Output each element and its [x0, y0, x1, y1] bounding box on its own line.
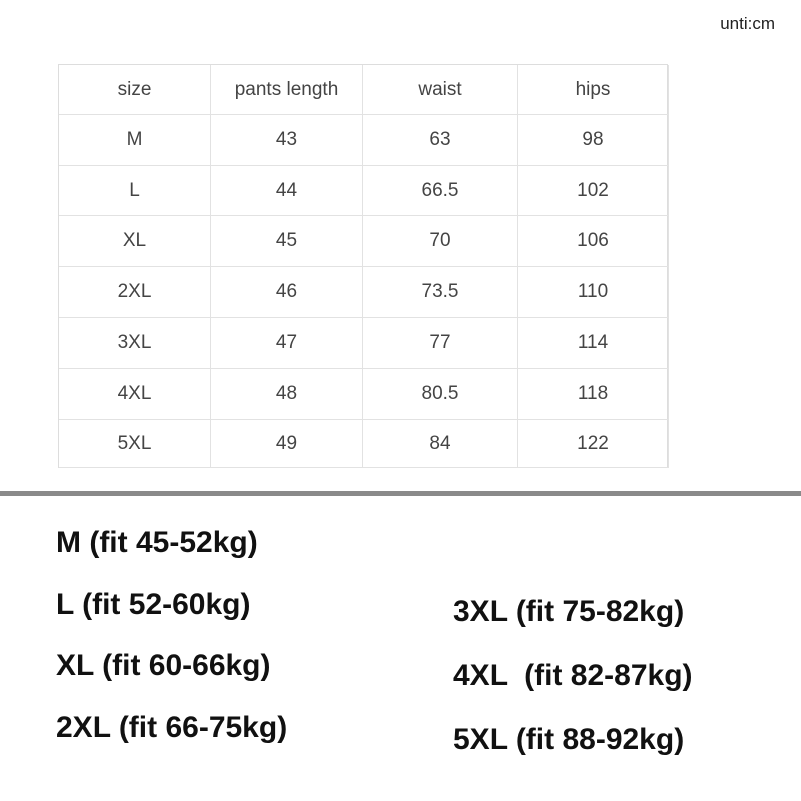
table-cell: L — [59, 166, 211, 216]
table-cell: 70 — [363, 216, 518, 267]
fit-item: L (fit 52-60kg) — [56, 588, 251, 621]
unit-label: unti:cm — [720, 14, 775, 33]
fit-item: M (fit 45-52kg) — [56, 526, 258, 559]
table-cell: 45 — [211, 216, 363, 267]
header-cell: pants length — [211, 65, 363, 115]
table-cell: 43 — [211, 115, 363, 166]
table-cell: 4XL — [59, 369, 211, 420]
table-cell: 98 — [518, 115, 669, 166]
table-cell: 66.5 — [363, 166, 518, 216]
table-cell: 122 — [518, 420, 669, 468]
table-cell: 80.5 — [363, 369, 518, 420]
divider — [0, 491, 801, 496]
table-cell: 48 — [211, 369, 363, 420]
table-cell: 118 — [518, 369, 669, 420]
fit-item: 3XL (fit 75-82kg) — [453, 595, 685, 628]
table-cell: 2XL — [59, 267, 211, 318]
table-cell: 46 — [211, 267, 363, 318]
table-cell: 110 — [518, 267, 669, 318]
fit-item: 5XL (fit 88-92kg) — [453, 723, 685, 756]
table-cell: XL — [59, 216, 211, 267]
table-cell: 49 — [211, 420, 363, 468]
fit-item: 4XL (fit 82-87kg) — [453, 659, 693, 692]
table-cell: 106 — [518, 216, 669, 267]
header-cell: waist — [363, 65, 518, 115]
size-table: size pants length waist hips M 43 63 98 L 44 66.5 1… — [58, 64, 669, 468]
table-cell: 44 — [211, 166, 363, 216]
header-cell: hips — [518, 65, 669, 115]
fit-item: XL (fit 60-66kg) — [56, 649, 271, 682]
header-cell: size — [59, 65, 211, 115]
table-cell: 114 — [518, 318, 669, 369]
table-cell: 77 — [363, 318, 518, 369]
table-cell: 3XL — [59, 318, 211, 369]
table-cell: 84 — [363, 420, 518, 468]
table-cell: 102 — [518, 166, 669, 216]
table-cell: 47 — [211, 318, 363, 369]
table-cell: 5XL — [59, 420, 211, 468]
table-cell: 73.5 — [363, 267, 518, 318]
table-cell: M — [59, 115, 211, 166]
fit-item: 2XL (fit 66-75kg) — [56, 711, 288, 744]
table-cell: 63 — [363, 115, 518, 166]
